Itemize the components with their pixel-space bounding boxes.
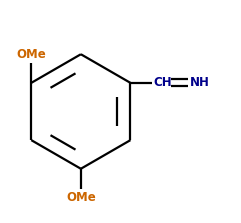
Text: NH: NH <box>190 76 210 89</box>
Text: OMe: OMe <box>16 48 46 61</box>
Text: OMe: OMe <box>66 191 96 204</box>
Text: CH: CH <box>154 76 172 89</box>
